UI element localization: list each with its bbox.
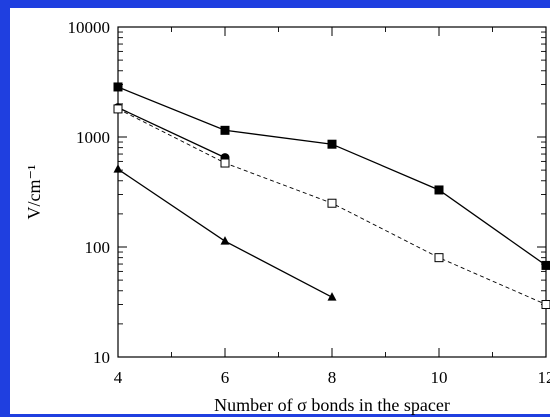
x-tick-label: 12 <box>538 368 550 387</box>
y-axis-title: V/cm⁻¹ <box>24 165 44 220</box>
series-1-point <box>541 260 550 270</box>
x-axis-title: Number of σ bonds in the spacer <box>214 395 450 415</box>
x-tick-label: 6 <box>221 368 230 387</box>
series-1-point <box>434 185 444 195</box>
series-2-line <box>117 107 226 159</box>
series-3-point <box>327 198 337 208</box>
y-tick-label: 10 <box>93 348 110 367</box>
series-3-point <box>434 253 444 263</box>
series-4-line <box>117 168 333 298</box>
series-1-line <box>117 86 547 266</box>
series-3-point <box>113 104 123 114</box>
series-4-point <box>220 236 230 245</box>
y-tick-label: 10000 <box>68 18 111 37</box>
series-3-point <box>541 300 550 310</box>
plot-area <box>117 26 547 358</box>
x-tick-label: 8 <box>328 368 337 387</box>
y-tick-label: 1000 <box>76 128 110 147</box>
x-tick-label: 4 <box>114 368 123 387</box>
series-1-point <box>113 82 123 92</box>
y-axis: 10 100 1000 10000 <box>68 18 546 367</box>
y-tick-label: 100 <box>85 238 111 257</box>
series-1-point <box>220 125 230 135</box>
series-layer <box>113 82 550 310</box>
series-1-point <box>327 139 337 149</box>
series-4-point <box>113 164 123 173</box>
x-axis: 4 6 8 10 12 <box>114 27 550 387</box>
series-4-point <box>327 292 337 301</box>
x-tick-label: 10 <box>431 368 448 387</box>
series-3-point <box>220 158 230 168</box>
